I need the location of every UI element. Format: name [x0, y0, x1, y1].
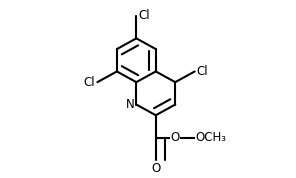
Text: Cl: Cl: [84, 76, 95, 89]
Text: Cl: Cl: [138, 9, 150, 22]
Text: OCH₃: OCH₃: [196, 131, 227, 144]
Text: Cl: Cl: [197, 65, 208, 78]
Text: O: O: [170, 131, 180, 144]
Text: N: N: [126, 98, 134, 111]
Text: O: O: [151, 162, 160, 175]
